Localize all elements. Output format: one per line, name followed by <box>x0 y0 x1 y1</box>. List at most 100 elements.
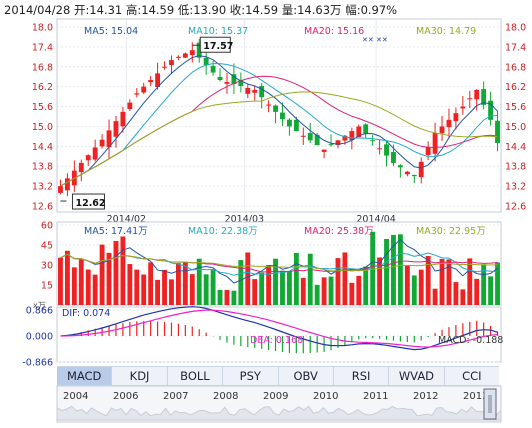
candlestick[interactable] <box>224 82 230 84</box>
candlestick[interactable] <box>411 174 417 177</box>
volume-bar[interactable] <box>127 264 133 305</box>
candlestick[interactable] <box>328 144 334 146</box>
tab-cci[interactable]: CCI <box>462 369 482 383</box>
volume-bar[interactable] <box>273 258 278 305</box>
volume-bar[interactable] <box>92 274 98 305</box>
candlestick[interactable] <box>141 86 147 93</box>
volume-bar[interactable] <box>252 279 258 305</box>
volume-bar[interactable] <box>189 274 195 305</box>
candlestick[interactable] <box>384 144 389 156</box>
candlestick[interactable] <box>196 42 202 58</box>
volume-bar[interactable] <box>335 258 341 305</box>
candlestick[interactable] <box>245 87 251 94</box>
volume-bar[interactable] <box>453 282 459 305</box>
volume-bar[interactable] <box>418 269 424 305</box>
volume-bar[interactable] <box>411 275 417 305</box>
volume-bar[interactable] <box>481 264 487 305</box>
candlestick[interactable] <box>189 50 195 55</box>
volume-bar[interactable] <box>460 289 466 305</box>
volume-bar[interactable] <box>148 262 154 305</box>
volume-bar[interactable] <box>286 271 292 305</box>
candlestick[interactable] <box>404 171 410 175</box>
candlestick[interactable] <box>210 65 216 73</box>
candlestick[interactable] <box>439 126 445 134</box>
volume-bar[interactable] <box>245 252 251 305</box>
candlestick[interactable] <box>78 162 84 173</box>
volume-bar[interactable] <box>439 258 445 305</box>
volume-bar[interactable] <box>495 262 500 305</box>
candlestick[interactable] <box>314 134 320 146</box>
candlestick[interactable] <box>488 100 494 120</box>
volume-bar[interactable] <box>425 256 431 305</box>
candlestick[interactable] <box>175 56 181 58</box>
volume-bar[interactable] <box>474 278 480 305</box>
candlestick[interactable] <box>64 178 70 191</box>
candlestick[interactable] <box>335 140 341 146</box>
volume-bar[interactable] <box>175 263 181 305</box>
candlestick[interactable] <box>155 73 161 88</box>
candlestick[interactable] <box>162 66 167 68</box>
volume-bar[interactable] <box>217 289 223 305</box>
candlestick[interactable] <box>280 112 285 120</box>
volume-bar[interactable] <box>307 253 313 305</box>
volume-bar[interactable] <box>231 290 237 305</box>
candlestick[interactable] <box>134 93 140 95</box>
volume-bar[interactable] <box>71 267 77 305</box>
volume-bar[interactable] <box>370 231 376 305</box>
tab-kdj[interactable]: KDJ <box>112 367 168 385</box>
candlestick[interactable] <box>169 60 174 66</box>
volume-bar[interactable] <box>391 234 396 305</box>
candlestick[interactable] <box>432 133 438 154</box>
candlestick[interactable] <box>217 76 223 81</box>
volume-bar[interactable] <box>134 269 140 305</box>
volume-bar[interactable] <box>78 259 84 305</box>
volume-bar[interactable] <box>280 270 285 305</box>
volume-bar[interactable] <box>377 257 383 305</box>
volume-bar[interactable] <box>488 276 494 305</box>
candlestick[interactable] <box>481 89 487 105</box>
volume-bar[interactable] <box>349 282 355 305</box>
candlestick[interactable] <box>474 89 480 100</box>
candlestick[interactable] <box>460 106 466 109</box>
tab-psy[interactable]: PSY <box>223 367 279 385</box>
volume-bar[interactable] <box>169 279 174 305</box>
candlestick[interactable] <box>231 74 237 85</box>
candlestick[interactable] <box>342 135 348 141</box>
volume-bar[interactable] <box>141 274 147 305</box>
candlestick[interactable] <box>300 135 306 137</box>
candlestick[interactable] <box>85 155 91 161</box>
volume-bar[interactable] <box>99 244 105 305</box>
candlestick[interactable] <box>113 121 119 137</box>
tab-boll[interactable]: BOLL <box>168 367 224 385</box>
volume-bar[interactable] <box>384 238 389 305</box>
volume-bar[interactable] <box>106 252 112 305</box>
volume-bar[interactable] <box>467 258 473 305</box>
volume-bar[interactable] <box>155 279 161 305</box>
volume-bar[interactable] <box>342 252 348 305</box>
volume-bar[interactable] <box>293 252 299 305</box>
volume-bar[interactable] <box>446 259 452 305</box>
candlestick[interactable] <box>238 79 244 87</box>
volume-bar[interactable] <box>321 277 327 305</box>
tab-rsi[interactable]: RSI <box>334 367 390 385</box>
volume-bar[interactable] <box>113 240 119 305</box>
candlestick[interactable] <box>397 165 403 168</box>
candlestick[interactable] <box>370 140 376 142</box>
candlestick[interactable] <box>286 119 292 127</box>
candlestick[interactable] <box>203 57 209 66</box>
candlestick[interactable] <box>106 130 112 148</box>
tab-wvad[interactable]: WVAD <box>389 367 445 385</box>
candlestick[interactable] <box>446 119 452 128</box>
candlestick[interactable] <box>495 120 500 144</box>
candlestick[interactable] <box>307 133 313 141</box>
candlestick[interactable] <box>58 186 63 193</box>
volume-bar[interactable] <box>162 269 167 305</box>
volume-bar[interactable] <box>356 275 362 305</box>
candlestick[interactable] <box>182 53 188 58</box>
volume-bar[interactable] <box>85 269 91 305</box>
candlestick[interactable] <box>453 113 459 122</box>
candlestick[interactable] <box>356 126 362 138</box>
candlestick[interactable] <box>467 98 473 100</box>
volume-bar[interactable] <box>182 262 188 305</box>
